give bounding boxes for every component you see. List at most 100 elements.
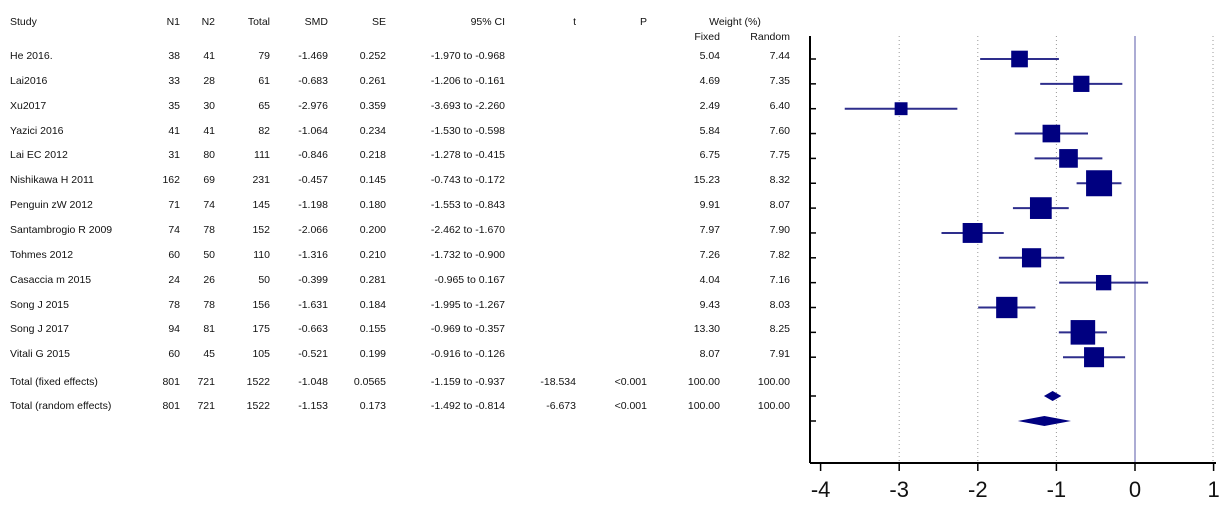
cell-ci: -0.969 to -0.357 [430, 323, 505, 336]
pooled-diamond-fixed [1043, 391, 1062, 401]
cell-study: Casaccia m 2015 [10, 273, 92, 286]
cell-n1: 801 [162, 376, 180, 388]
cell-smd: -0.399 [298, 273, 328, 286]
cell-total: 145 [252, 199, 270, 212]
cell-se: 0.252 [359, 50, 386, 62]
cell-n2: 74 [203, 199, 215, 212]
x-tick-label: -4 [811, 477, 831, 502]
cell-se: 0.359 [359, 99, 386, 112]
effect-marker [1059, 149, 1078, 168]
cell-random: 8.32 [769, 174, 790, 187]
header-smd: SMD [304, 16, 328, 28]
cell-smd: -1.064 [298, 124, 328, 137]
cell-smd: -1.316 [298, 248, 328, 261]
cell-study: Total (random effects) [10, 400, 112, 412]
cell-n1: 94 [168, 323, 180, 336]
cell-n2: 30 [203, 99, 215, 112]
cell-smd: -1.631 [298, 298, 328, 311]
cell-smd: -0.663 [298, 323, 328, 336]
cell-n1: 33 [168, 74, 180, 87]
cell-random: 7.90 [769, 223, 790, 236]
cell-study: Total (fixed effects) [10, 376, 98, 388]
cell-study: Song J 2015 [10, 298, 69, 311]
cell-total: 82 [258, 124, 270, 137]
cell-study: Vitali G 2015 [10, 348, 70, 361]
cell-ci: -1.492 to -0.814 [430, 400, 505, 412]
effect-marker [996, 296, 1018, 319]
cell-ci: -1.995 to -1.267 [430, 298, 505, 311]
cell-n1: 74 [168, 223, 180, 236]
cell-total: 111 [254, 149, 270, 162]
cell-fixed: 5.84 [699, 124, 720, 137]
cell-fixed: 7.97 [699, 223, 720, 236]
effect-marker [1086, 170, 1113, 197]
effect-marker [962, 222, 983, 243]
cell-se: 0.218 [359, 149, 386, 162]
cell-random: 7.82 [769, 248, 790, 261]
cell-smd: -1.198 [298, 199, 328, 212]
header-p: P [639, 16, 647, 28]
cell-smd: -1.469 [298, 50, 328, 62]
cell-ci: -1.732 to -0.900 [430, 248, 505, 261]
header-study: Study [10, 16, 37, 28]
cell-se: 0.210 [359, 248, 386, 261]
cell-total: 231 [252, 174, 270, 187]
cell-ci: -1.970 to -0.968 [430, 50, 505, 62]
cell-smd: -0.846 [298, 149, 328, 162]
cell-ci: -1.530 to -0.598 [430, 124, 505, 137]
cell-n2: 28 [203, 74, 215, 87]
cell-fixed: 6.75 [699, 149, 720, 162]
cell-total: 1522 [246, 376, 270, 388]
cell-n2: 26 [203, 273, 215, 286]
cell-n1: 31 [168, 149, 180, 162]
effect-marker [1095, 274, 1112, 291]
cell-n1: 60 [168, 248, 180, 261]
cell-fixed: 9.43 [699, 298, 720, 311]
cell-n2: 81 [203, 323, 215, 336]
cell-ci: -1.206 to -0.161 [430, 74, 505, 87]
cell-fixed: 4.69 [699, 74, 720, 87]
cell-n2: 41 [203, 50, 215, 62]
cell-n2: 50 [203, 248, 215, 261]
cell-fixed: 13.30 [693, 323, 720, 336]
cell-n2: 721 [197, 376, 215, 388]
header-fixed: Fixed [694, 31, 720, 43]
cell-fixed: 2.49 [699, 99, 720, 112]
cell-ci: -0.965 to 0.167 [434, 273, 505, 286]
cell-n2: 80 [203, 149, 215, 162]
cell-ci: -1.553 to -0.843 [430, 199, 505, 212]
cell-study: He 2016. [10, 50, 53, 62]
cell-total: 152 [252, 223, 270, 236]
cell-n1: 38 [168, 50, 180, 62]
cell-n1: 162 [162, 174, 180, 187]
cell-ci: -0.916 to -0.126 [430, 348, 505, 361]
cell-smd: -0.521 [298, 348, 328, 361]
cell-n1: 60 [168, 348, 180, 361]
header-total: Total [247, 16, 270, 28]
cell-ci: -1.278 to -0.415 [430, 149, 505, 162]
cell-fixed: 100.00 [687, 376, 720, 388]
cell-se: 0.180 [359, 199, 386, 212]
effect-marker [1070, 320, 1096, 345]
cell-fixed: 5.04 [699, 50, 720, 62]
cell-fixed: 100.00 [687, 400, 720, 412]
cell-total: 105 [252, 348, 270, 361]
cell-n2: 41 [203, 124, 215, 137]
cell-study: Penguin zW 2012 [10, 199, 93, 212]
effect-marker [1073, 75, 1090, 92]
x-tick-label: -1 [1047, 477, 1067, 502]
cell-study: Song J 2017 [10, 323, 69, 336]
cell-n2: 721 [197, 400, 215, 412]
cell-p: <0.001 [614, 376, 647, 388]
header-t: t [573, 16, 576, 28]
cell-study: Lai2016 [10, 74, 48, 87]
header-weight: Weight (%) [709, 16, 761, 28]
effect-marker [1042, 124, 1061, 143]
cell-total: 79 [258, 50, 270, 62]
cell-n1: 24 [168, 273, 180, 286]
cell-total: 110 [253, 248, 270, 261]
results-table: Study N1 N2 Total SMD SE 95% CI t P Weight (%) Fix… [10, 16, 790, 412]
cell-fixed: 8.07 [699, 348, 720, 361]
cell-random: 8.03 [769, 298, 790, 311]
cell-random: 7.35 [769, 74, 790, 87]
